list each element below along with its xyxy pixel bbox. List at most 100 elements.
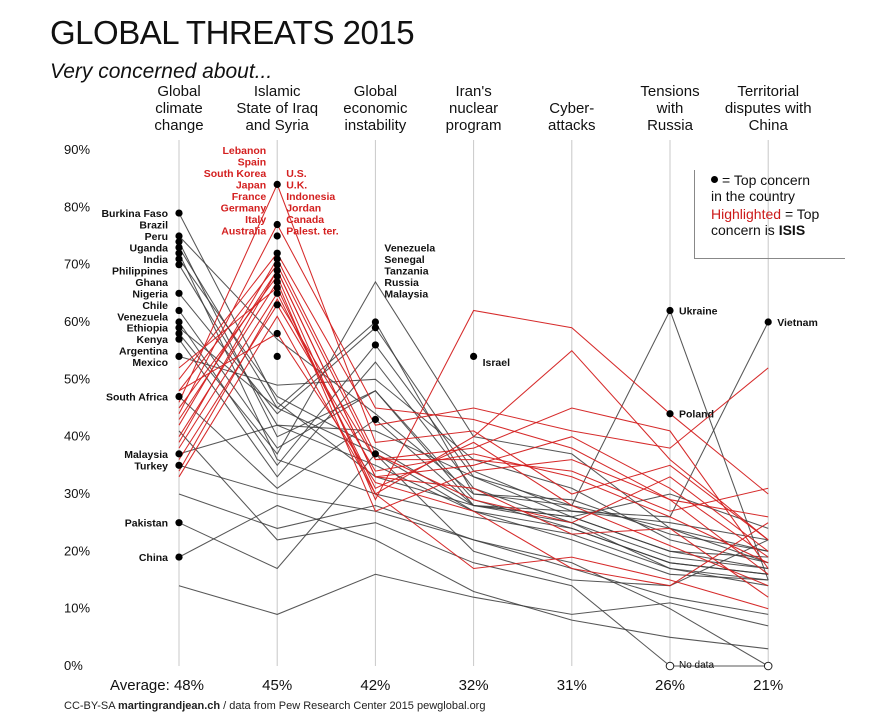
top-concern-dot	[273, 289, 281, 297]
country-label: Ukraine	[679, 306, 718, 318]
category-label: disputes with	[725, 100, 812, 117]
top-concern-dot	[273, 266, 281, 274]
category-label: Iran's	[455, 83, 491, 100]
top-concern-dot	[175, 289, 183, 297]
category-label: Islamic	[254, 83, 301, 100]
top-concern-dot	[175, 209, 183, 217]
top-concern-dot	[273, 272, 281, 280]
dots-layer	[175, 180, 773, 671]
series-line	[178, 573, 769, 627]
category-label: attacks	[548, 117, 596, 134]
isis-series-line	[178, 315, 769, 610]
legend-top-text: = Top	[781, 206, 820, 222]
category-label: Territorial	[737, 83, 799, 100]
top-concern-dot	[175, 450, 183, 458]
y-tick-label: 60%	[64, 314, 90, 329]
top-concern-dot	[764, 318, 772, 326]
average-label: 45%	[262, 677, 292, 694]
top-concern-dot	[273, 180, 281, 188]
average-label: 26%	[655, 677, 685, 694]
country-label: Russia	[384, 277, 419, 289]
top-concern-dot	[273, 284, 281, 292]
y-tick-label: 70%	[64, 257, 90, 272]
chart-subtitle: Very concerned about...	[50, 60, 273, 83]
top-concern-dot	[470, 352, 478, 360]
y-tick-label: 80%	[64, 199, 90, 214]
country-label: Japan	[236, 179, 266, 191]
category-label: China	[749, 117, 789, 134]
top-concern-dot	[175, 392, 183, 401]
category-label: Tensions	[640, 83, 699, 100]
country-label: Israel	[483, 357, 511, 369]
country-label: U.K.	[286, 179, 307, 191]
country-label: Venezuela	[117, 311, 168, 323]
top-concern-dot	[175, 324, 183, 332]
top-concern-dot	[371, 450, 379, 458]
footer-prefix: CC-BY-SA	[64, 700, 119, 712]
top-concern-dot	[175, 261, 183, 269]
country-label: South Korea	[204, 168, 267, 180]
no-data-marker	[763, 661, 773, 671]
y-tick-label: 30%	[64, 486, 90, 501]
top-concern-dot	[273, 352, 281, 360]
top-concern-dot	[273, 249, 281, 257]
country-label: Palest. ter.	[286, 225, 339, 237]
category-label: program	[446, 117, 502, 134]
top-concern-dot	[175, 243, 183, 252]
legend-line-4: concern is ISIS	[711, 222, 805, 239]
chart-title: GLOBAL THREATS 2015	[50, 14, 415, 51]
top-concern-dot	[273, 220, 281, 229]
country-label: Nigeria	[132, 288, 168, 300]
footer-credit: CC-BY-SA martingrandjean.ch / data from …	[64, 700, 485, 712]
top-concern-dot	[371, 318, 379, 326]
legend-line-2: in the country	[711, 188, 796, 204]
average-label: Average: 48%	[110, 677, 204, 694]
country-label: Ghana	[135, 277, 168, 289]
top-concern-dot	[175, 232, 183, 240]
category-label: change	[154, 117, 203, 134]
top-concern-dot	[273, 261, 281, 269]
top-concern-dot	[175, 249, 183, 257]
top-concern-dot	[273, 255, 281, 263]
no-data-marker	[665, 661, 675, 671]
series-line	[178, 396, 769, 529]
y-tick-label: 20%	[64, 543, 90, 558]
legend-line-3: Highlighted = Top	[711, 206, 819, 223]
country-label: Germany	[221, 202, 267, 214]
country-label: Venezuela	[384, 242, 435, 254]
top-concern-dot	[175, 318, 183, 326]
legend-top-concern-text: = Top concern	[722, 172, 811, 188]
y-tick-label: 10%	[64, 601, 90, 616]
y-tick-label: 40%	[64, 429, 90, 444]
isis-series-line	[178, 298, 769, 512]
country-label: France	[232, 191, 267, 203]
average-label: 42%	[360, 677, 390, 694]
top-concern-dot	[273, 329, 281, 338]
category-label: with	[656, 100, 684, 117]
country-label: Spain	[238, 156, 267, 168]
series-line	[178, 504, 769, 650]
country-label: Peru	[145, 231, 168, 243]
y-tick-label: 90%	[64, 142, 90, 157]
category-label: Global	[157, 83, 200, 100]
y-tick-label: 0%	[64, 658, 83, 673]
category-label: Global	[354, 83, 397, 100]
top-concern-dot	[371, 415, 379, 424]
country-label: Jordan	[286, 202, 321, 214]
country-label: Indonesia	[286, 191, 335, 203]
country-label: Australia	[221, 225, 266, 237]
country-label: Kenya	[136, 334, 168, 346]
category-label: State of Iraq	[236, 100, 318, 117]
country-label: No data	[679, 660, 714, 671]
average-label: 21%	[753, 677, 783, 694]
series-line	[178, 493, 769, 615]
top-concern-dot	[175, 519, 183, 527]
country-label: Poland	[679, 409, 714, 421]
top-concern-dot	[273, 278, 281, 286]
country-label: Italy	[245, 214, 266, 226]
top-concern-dot	[175, 553, 183, 561]
legend-isis-text: ISIS	[778, 222, 806, 238]
y-tick-label: 50%	[64, 371, 90, 386]
country-label: Malaysia	[124, 449, 168, 461]
top-concern-dot	[175, 329, 183, 338]
